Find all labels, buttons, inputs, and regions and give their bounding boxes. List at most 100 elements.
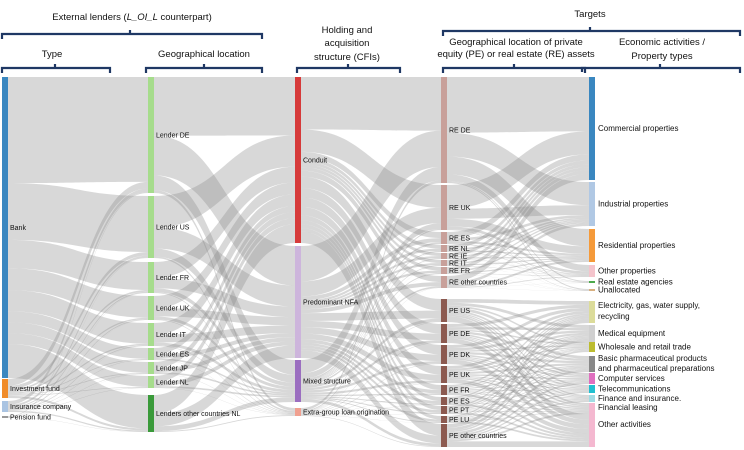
flow-link	[301, 129, 441, 208]
flow-link	[447, 336, 589, 407]
flow-link	[8, 359, 148, 410]
node-computer-services[interactable]	[589, 373, 595, 384]
node-label-re-fr: RE FR	[449, 268, 470, 275]
node-label-extra-group-loan-origination: Extra-group loan origination	[303, 410, 389, 417]
node-label-finance-and-insurance: Finance and insurance.	[598, 394, 681, 403]
flow-link	[154, 218, 295, 383]
flow-link	[154, 341, 295, 387]
node-re-it[interactable]	[441, 260, 447, 266]
node-pe-fr[interactable]	[441, 385, 447, 395]
node-electricity-gas-water-supply-recycling[interactable]	[589, 301, 595, 323]
node-conduit[interactable]	[295, 77, 301, 243]
node-lender-jp[interactable]	[148, 362, 154, 374]
flow-link	[301, 363, 441, 415]
node-financial-leasing[interactable]	[589, 403, 595, 414]
flow-link	[8, 372, 148, 396]
node-residential-properties[interactable]	[589, 229, 595, 262]
node-label-other-properties: Other properties	[598, 267, 656, 276]
node-commercial-properties[interactable]	[589, 77, 595, 180]
flow-link	[447, 345, 589, 352]
flow-link	[301, 340, 441, 391]
node-medical-equipment[interactable]	[589, 325, 595, 342]
node-re-other-countries[interactable]	[441, 276, 447, 288]
node-mixed-structure[interactable]	[295, 360, 301, 402]
node-re-es[interactable]	[441, 232, 447, 244]
bracket-type	[0, 64, 112, 73]
node-re-fr[interactable]	[441, 267, 447, 274]
node-bank[interactable]	[2, 77, 8, 378]
flow-link	[8, 257, 148, 418]
flow-link	[8, 239, 148, 291]
node-lender-de[interactable]	[148, 77, 154, 193]
node-label-re-ie: RE IE	[449, 254, 468, 261]
flow-link	[154, 190, 295, 411]
flow-link	[301, 223, 441, 379]
flow-link	[8, 322, 148, 373]
node-real-estate-agencies[interactable]	[589, 281, 595, 283]
node-pe-de[interactable]	[441, 324, 447, 343]
node-pe-lu[interactable]	[441, 416, 447, 423]
flow-link	[447, 357, 589, 409]
node-other-activities[interactable]	[589, 414, 595, 447]
node-pe-uk[interactable]	[441, 366, 447, 383]
node-wholesale-and-retail-trade[interactable]	[589, 342, 595, 352]
node-investment-fund[interactable]	[2, 379, 8, 398]
flow-link	[447, 403, 589, 438]
node-re-de[interactable]	[441, 77, 447, 183]
node-lender-uk[interactable]	[148, 296, 154, 320]
flow-link	[301, 282, 441, 314]
node-lenders-other-countries-nl[interactable]	[148, 395, 154, 432]
node-lender-es[interactable]	[148, 348, 154, 360]
header-targets: Targets	[574, 9, 605, 20]
flow-link	[447, 276, 589, 288]
flow-link	[8, 292, 148, 418]
node-predominant-nfa[interactable]	[295, 246, 301, 358]
flow-link	[447, 390, 589, 402]
node-finance-and-insurance[interactable]	[589, 395, 595, 402]
node-pe-pt[interactable]	[441, 406, 447, 414]
flow-link	[154, 342, 295, 393]
node-pension-fund[interactable]	[2, 416, 8, 418]
flow-link	[154, 256, 295, 413]
node-lender-fr[interactable]	[148, 262, 154, 293]
node-other-properties[interactable]	[589, 265, 595, 277]
node-pe-us[interactable]	[441, 299, 447, 322]
node-label-lender-it: Lender IT	[156, 332, 187, 339]
node-extra-group-loan-origination[interactable]	[295, 408, 301, 416]
node-label-insurance-company: Insurance company	[10, 404, 72, 411]
flow-link	[154, 358, 295, 395]
node-insurance-company[interactable]	[2, 401, 8, 412]
node-pe-es[interactable]	[441, 397, 447, 405]
flow-link	[301, 415, 441, 447]
flow-link	[447, 256, 589, 259]
node-lender-it[interactable]	[148, 323, 154, 346]
node-unallocated[interactable]	[589, 289, 595, 291]
node-label-re-nl: RE NL	[449, 246, 470, 253]
node-label-pe-fr: PE FR	[449, 388, 470, 395]
node-lender-us[interactable]	[148, 196, 154, 258]
flow-link	[447, 219, 589, 258]
flow-link	[301, 265, 441, 383]
flow-link	[447, 243, 589, 283]
flow-link	[301, 224, 441, 411]
node-label-mixed-structure: Mixed structure	[303, 379, 351, 386]
flow-link	[447, 333, 589, 377]
flow-link	[8, 183, 148, 253]
node-re-nl[interactable]	[441, 245, 447, 252]
flow-link	[154, 212, 295, 369]
node-re-uk[interactable]	[441, 185, 447, 230]
flow-link	[447, 251, 589, 291]
node-pe-dk[interactable]	[441, 345, 447, 364]
node-lender-nl[interactable]	[148, 376, 154, 388]
flow-link	[154, 206, 295, 355]
flow-link	[8, 291, 148, 408]
node-label-real-estate-agencies: Real estate agencies	[598, 278, 673, 287]
flow-link	[301, 130, 441, 282]
node-pe-other-countries[interactable]	[441, 424, 447, 447]
flow-link	[301, 265, 441, 413]
node-telecommunications[interactable]	[589, 385, 595, 393]
node-basic-pharmaceutical-products-and-pharmaceutical-preparations[interactable]	[589, 356, 595, 372]
node-re-ie[interactable]	[441, 253, 447, 259]
node-industrial-properties[interactable]	[589, 182, 595, 226]
